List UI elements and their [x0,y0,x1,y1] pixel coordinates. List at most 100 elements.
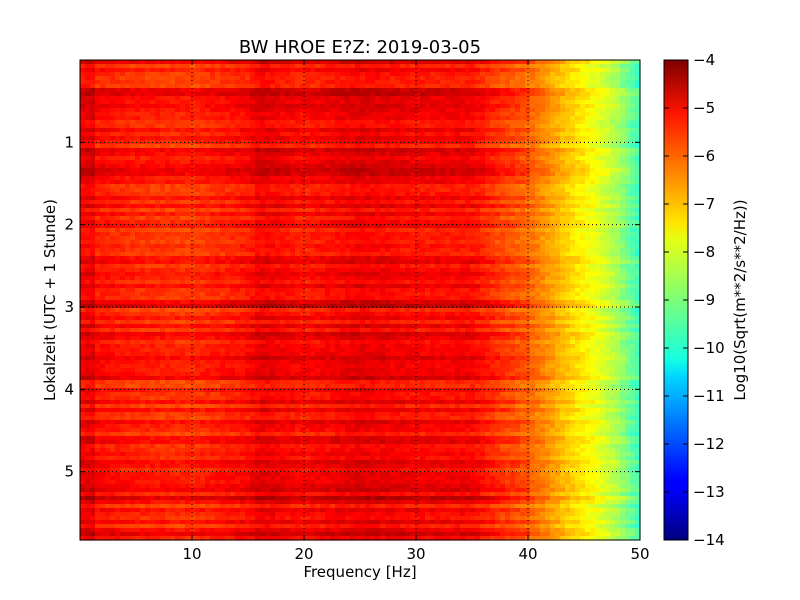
heatmap-cell [475,144,481,149]
heatmap-cell [150,184,156,189]
heatmap-cell [575,132,581,137]
heatmap-cell [610,228,616,233]
heatmap-cell [95,156,101,161]
heatmap-cell [350,228,356,233]
heatmap-cell [510,96,516,101]
heatmap-cell [480,160,486,165]
heatmap-cell [180,168,186,173]
heatmap-cell [445,204,451,209]
heatmap-cell [260,172,266,177]
heatmap-cell [400,164,406,169]
heatmap-cell [460,224,466,229]
heatmap-cell [280,88,286,93]
heatmap-cell [635,184,641,189]
heatmap-cell [165,236,171,241]
heatmap-cell [625,76,631,81]
heatmap-cell [455,116,461,121]
heatmap-cell [595,176,601,181]
heatmap-cell [155,108,161,113]
heatmap-cell [135,212,141,217]
heatmap-cell [305,176,311,181]
heatmap-cell [170,92,176,97]
heatmap-cell [420,76,426,81]
heatmap-cell [580,132,586,137]
heatmap-cell [635,200,641,205]
heatmap-cell [230,96,236,101]
heatmap-cell [295,140,301,145]
heatmap-cell [530,112,536,117]
heatmap-cell [130,208,136,213]
heatmap-cell [485,168,491,173]
heatmap-cell [440,136,446,141]
heatmap-cell [470,224,476,229]
heatmap-cell [425,232,431,237]
heatmap-cell [285,180,291,185]
heatmap-cell [540,140,546,145]
heatmap-cell [510,176,516,181]
heatmap-cell [405,192,411,197]
heatmap-cell [100,224,106,229]
heatmap-cell [405,180,411,185]
heatmap-cell [410,116,416,121]
heatmap-cell [230,156,236,161]
heatmap-cell [225,92,231,97]
heatmap-cell [80,76,86,81]
heatmap-cell [245,172,251,177]
heatmap-cell [500,84,506,89]
heatmap-cell [585,108,591,113]
heatmap-cell [270,172,276,177]
heatmap-cell [220,132,226,137]
heatmap-cell [560,72,566,77]
heatmap-cell [550,72,556,77]
heatmap-cell [520,132,526,137]
heatmap-cell [440,108,446,113]
heatmap-cell [620,212,626,217]
heatmap-cell [450,232,456,237]
heatmap-cell [380,200,386,205]
heatmap-cell [485,160,491,165]
heatmap-cell [560,132,566,137]
heatmap-cell [540,84,546,89]
heatmap-cell [580,156,586,161]
heatmap-cell [85,216,91,221]
heatmap-cell [445,100,451,105]
heatmap-cell [515,100,521,105]
heatmap-cell [80,156,86,161]
heatmap-cell [95,180,101,185]
heatmap-cell [115,216,121,221]
heatmap-cell [195,176,201,181]
heatmap-cell [460,200,466,205]
heatmap-cell [500,124,506,129]
heatmap-cell [225,168,231,173]
heatmap-cell [495,156,501,161]
heatmap-cell [490,160,496,165]
heatmap-cell [475,228,481,233]
heatmap-cell [565,196,571,201]
heatmap-cell [425,96,431,101]
heatmap-cell [355,192,361,197]
heatmap-cell [425,204,431,209]
heatmap-cell [395,236,401,241]
heatmap-cell [320,76,326,81]
heatmap-cell [115,124,121,129]
heatmap-cell [425,192,431,197]
heatmap-cell [445,220,451,225]
heatmap-cell [395,224,401,229]
heatmap-cell [620,216,626,221]
heatmap-cell [375,144,381,149]
heatmap-cell [455,224,461,229]
heatmap-cell [610,208,616,213]
heatmap-cell [540,132,546,137]
heatmap-cell [580,76,586,81]
heatmap-cell [365,168,371,173]
heatmap-cell [150,84,156,89]
heatmap-cell [525,216,531,221]
heatmap-cell [465,196,471,201]
heatmap-cell [375,100,381,105]
heatmap-cell [195,124,201,129]
heatmap-cell [180,116,186,121]
heatmap-cell [130,120,136,125]
heatmap-cell [285,204,291,209]
heatmap-cell [610,76,616,81]
heatmap-cell [620,196,626,201]
